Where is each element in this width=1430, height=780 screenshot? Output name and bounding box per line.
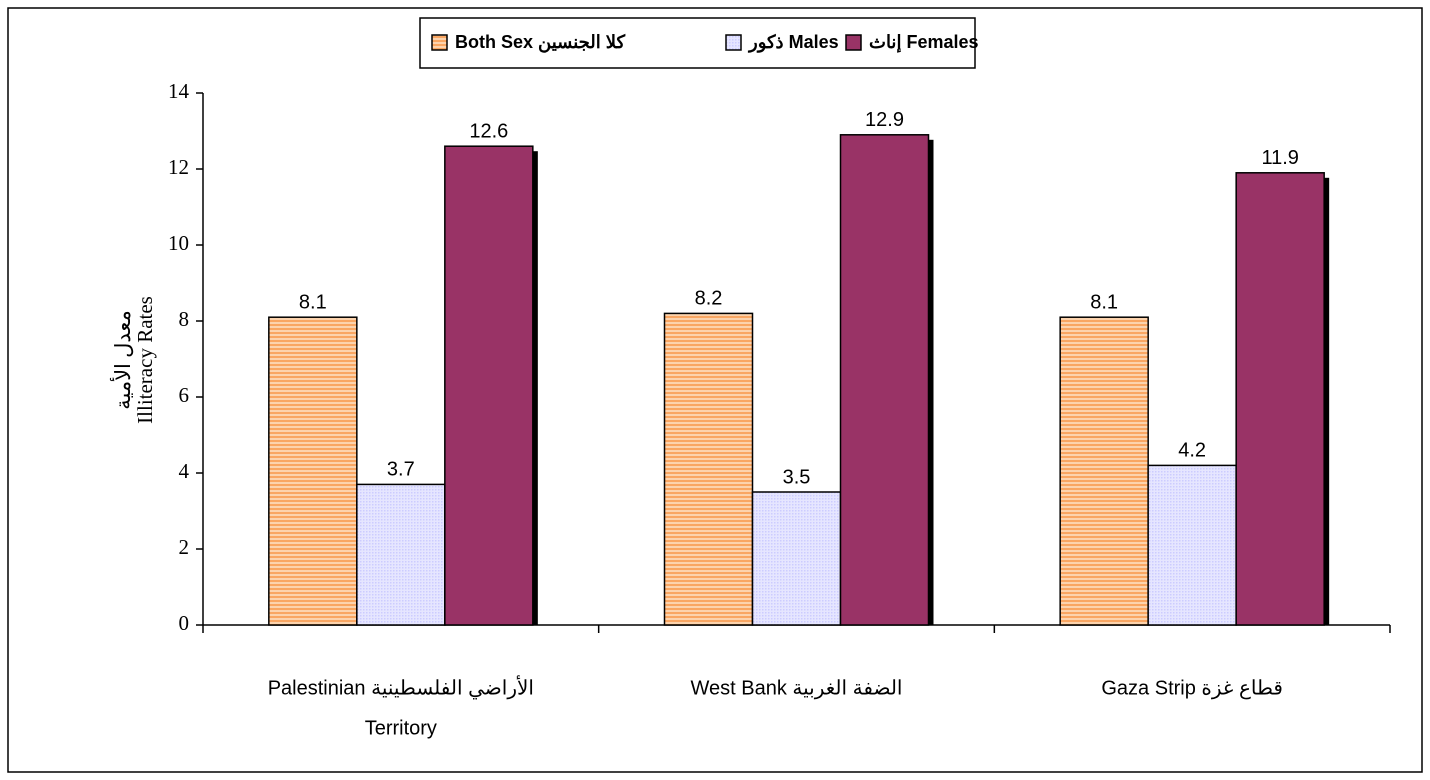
x-tick-label: Territory: [365, 717, 437, 739]
data-label: 8.1: [1090, 291, 1118, 313]
y-tick-label: 2: [179, 535, 190, 559]
y-axis-title: معدل الأمية Illiteracy Rates: [109, 296, 157, 424]
bar: [268, 316, 358, 626]
y-tick-label: 12: [168, 155, 189, 179]
x-tick-label: Palestinian الأراضي الفلسطينية: [268, 674, 534, 699]
y-tick-label: 6: [179, 383, 190, 407]
data-label: 12.6: [469, 120, 508, 142]
data-label: 12.9: [865, 109, 904, 131]
bar: [751, 491, 842, 626]
legend-label: Both Sex كلا الجنسين: [455, 32, 625, 53]
legend-swatch: [725, 34, 742, 51]
bar: [1235, 172, 1325, 626]
bar: [444, 145, 534, 626]
bar: [839, 134, 930, 626]
legend-swatch: [845, 34, 862, 51]
x-tick-label: West Bank الضفة الغربية: [691, 677, 903, 699]
legend-label: إناث Females: [869, 32, 979, 53]
bar: [1147, 464, 1237, 626]
data-label: 3.5: [783, 466, 811, 488]
data-label: 11.9: [1261, 147, 1298, 169]
data-label: 8.2: [695, 288, 723, 310]
y-tick-label: 0: [179, 611, 190, 635]
y-axis-title-en: Illiteracy Rates: [133, 296, 157, 424]
bar: [1059, 316, 1149, 626]
y-axis-title-ar: معدل الأمية: [109, 310, 135, 410]
y-tick-label: 4: [179, 459, 190, 483]
data-label: 3.7: [387, 459, 415, 481]
x-tick-label: Gaza Strip قطاع غزة: [1101, 677, 1283, 699]
y-tick-label: 10: [168, 231, 189, 255]
bar: [663, 312, 754, 626]
data-label: 8.1: [299, 291, 327, 313]
legend-label: ذكور Males: [747, 32, 839, 53]
bar: [356, 483, 446, 626]
data-label: 4.2: [1178, 440, 1206, 462]
legend-swatch: [431, 34, 448, 51]
y-tick-label: 8: [179, 307, 190, 331]
y-tick-label: 14: [168, 79, 190, 103]
legend-box: [419, 17, 976, 69]
